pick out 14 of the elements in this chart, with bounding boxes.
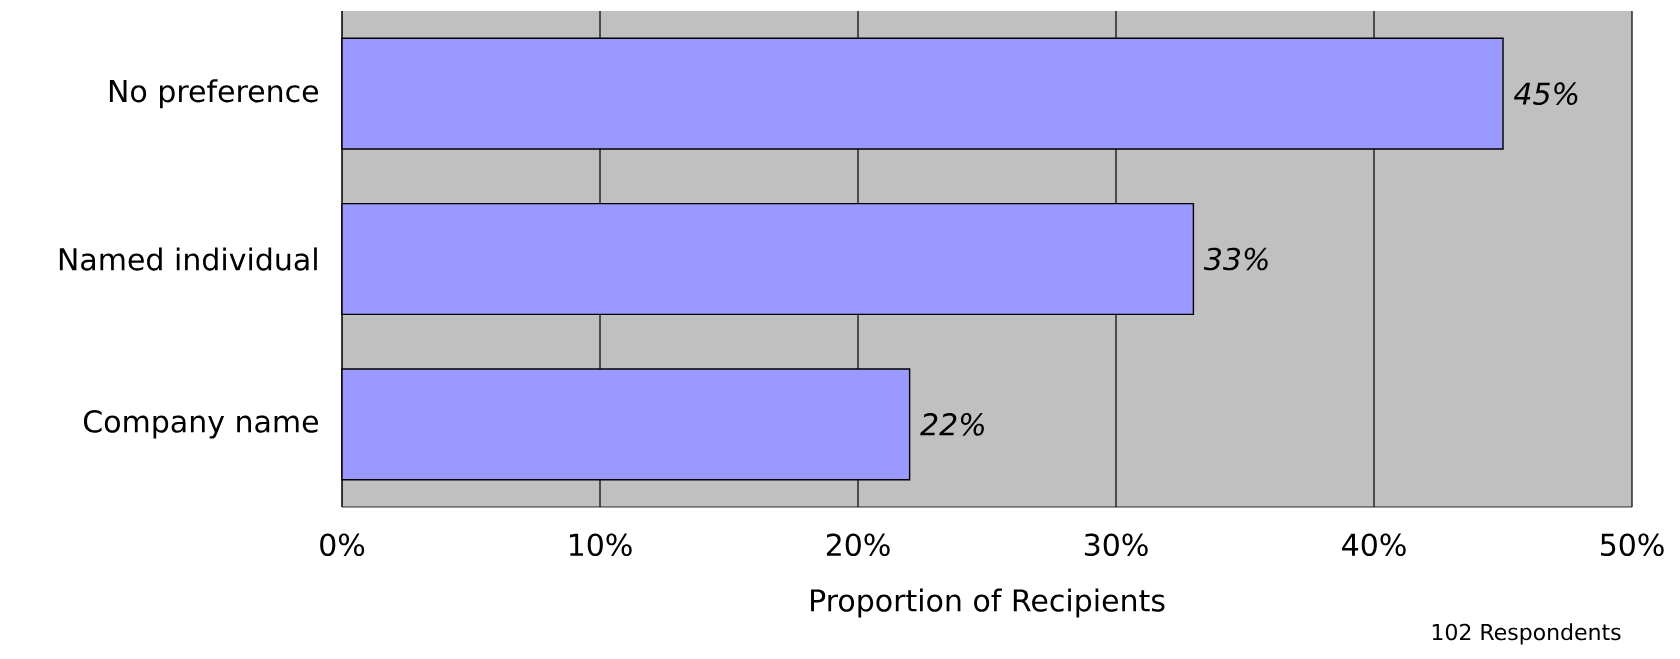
x-tick-label: 40% — [1342, 533, 1406, 557]
x-tick-label: 30% — [1084, 533, 1148, 557]
x-tick-label: 20% — [826, 533, 890, 557]
y-tick-label: Named individual — [59, 247, 317, 271]
data-label: 45% — [1513, 82, 1578, 106]
data-label: 33% — [1203, 247, 1268, 271]
x-axis-title: Proportion of Recipients — [811, 588, 1165, 618]
data-label: 22% — [920, 412, 984, 436]
y-tick-label: Company name — [83, 410, 318, 439]
y-tick-label: No preference — [109, 79, 318, 109]
x-tick-label: 50% — [1600, 533, 1664, 557]
text: 102 Respondents — [1432, 623, 1621, 645]
x-tick-label: 0% — [320, 533, 365, 557]
x-tick-label: 10% — [569, 533, 632, 557]
